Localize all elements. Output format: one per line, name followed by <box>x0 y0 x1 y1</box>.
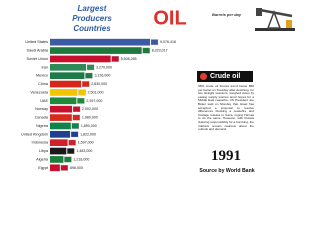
category-label: Egypt <box>38 166 49 170</box>
flag <box>67 148 75 154</box>
flag <box>86 64 95 71</box>
bar <box>50 122 71 130</box>
bar <box>50 55 111 63</box>
value-label: 1,597,000 <box>78 141 94 145</box>
value-label: 1,483,000 <box>76 149 92 153</box>
chart-subtitle: Barrels per day <box>212 12 242 17</box>
flag <box>150 39 159 46</box>
value-label: 8,323,017 <box>152 49 168 53</box>
annotation-heading: Crude oil <box>197 71 253 82</box>
category-label: United Kingdom <box>21 132 48 136</box>
bar <box>50 139 68 147</box>
category-label: Nigeria <box>36 124 49 128</box>
value-label: 3,126,000 <box>94 74 110 78</box>
category-label: Saudi Arabia <box>26 49 48 53</box>
bar <box>50 147 67 155</box>
bar <box>50 89 78 96</box>
year: 1991 <box>211 148 241 164</box>
category-label: UAE <box>40 99 48 103</box>
value-label: 2,397,000 <box>86 99 102 103</box>
category-label: Soviet Union <box>26 57 48 61</box>
category-label: Mexico <box>36 74 48 78</box>
value-label: 3,270,000 <box>96 65 112 69</box>
bar <box>50 164 60 172</box>
flag <box>77 97 85 104</box>
bar <box>50 97 77 105</box>
category-label: Norway <box>35 107 48 111</box>
flag <box>78 89 86 96</box>
category-label: United States <box>25 40 48 44</box>
flag <box>71 123 79 129</box>
category-label: Iran <box>41 65 48 69</box>
bar <box>50 80 82 88</box>
bar <box>50 63 87 71</box>
flag <box>64 156 72 163</box>
category-label: Algeria <box>36 157 49 161</box>
value-label: 2,830,000 <box>91 82 107 86</box>
title-line: Largest <box>78 4 107 13</box>
flag <box>142 47 150 54</box>
flag <box>70 131 79 138</box>
value-label: 1,218,000 <box>73 157 89 161</box>
value-label: 896,000 <box>70 166 83 170</box>
bar <box>50 105 73 113</box>
bar <box>50 130 71 138</box>
category-label: Venezuela <box>30 90 49 94</box>
heading-text: Crude oil <box>210 73 241 80</box>
chart: Largest Producers Countries OIL Barrels … <box>21 4 295 172</box>
icon <box>200 73 207 80</box>
flag <box>72 106 81 113</box>
bar <box>50 114 72 121</box>
title-line: Countries <box>73 24 111 33</box>
annotation-text: 98% crude oil futures trend below $58 pe… <box>198 84 254 132</box>
category-label: Indonesia <box>32 141 49 145</box>
category-label: China <box>38 82 49 86</box>
page: Largest Producers Countries OIL Barrels … <box>21 4 295 174</box>
title-line: Producers <box>72 14 112 23</box>
flag <box>82 81 90 87</box>
flag <box>85 72 93 79</box>
flag <box>72 114 80 121</box>
value-label: 1,822,000 <box>80 132 96 136</box>
bar <box>50 38 150 46</box>
flag <box>60 164 69 171</box>
value-label: 2,002,000 <box>82 107 98 111</box>
oil-pump-icon <box>255 8 295 31</box>
value-label: 2,501,000 <box>88 90 104 94</box>
bar <box>50 72 85 80</box>
chart-title: OIL <box>153 7 186 29</box>
flag <box>68 139 76 146</box>
value-label: 9,076,416 <box>160 40 176 44</box>
source: Source by World Bank <box>199 168 255 174</box>
value-label: 1,980,000 <box>82 116 98 120</box>
flag <box>111 56 119 62</box>
value-label: 1,890,000 <box>81 124 97 128</box>
value-label: 5,508,285 <box>121 57 137 61</box>
bar <box>50 156 64 163</box>
category-label: Canada <box>35 116 49 120</box>
category-label: Libya <box>39 149 49 153</box>
bar <box>50 47 142 54</box>
